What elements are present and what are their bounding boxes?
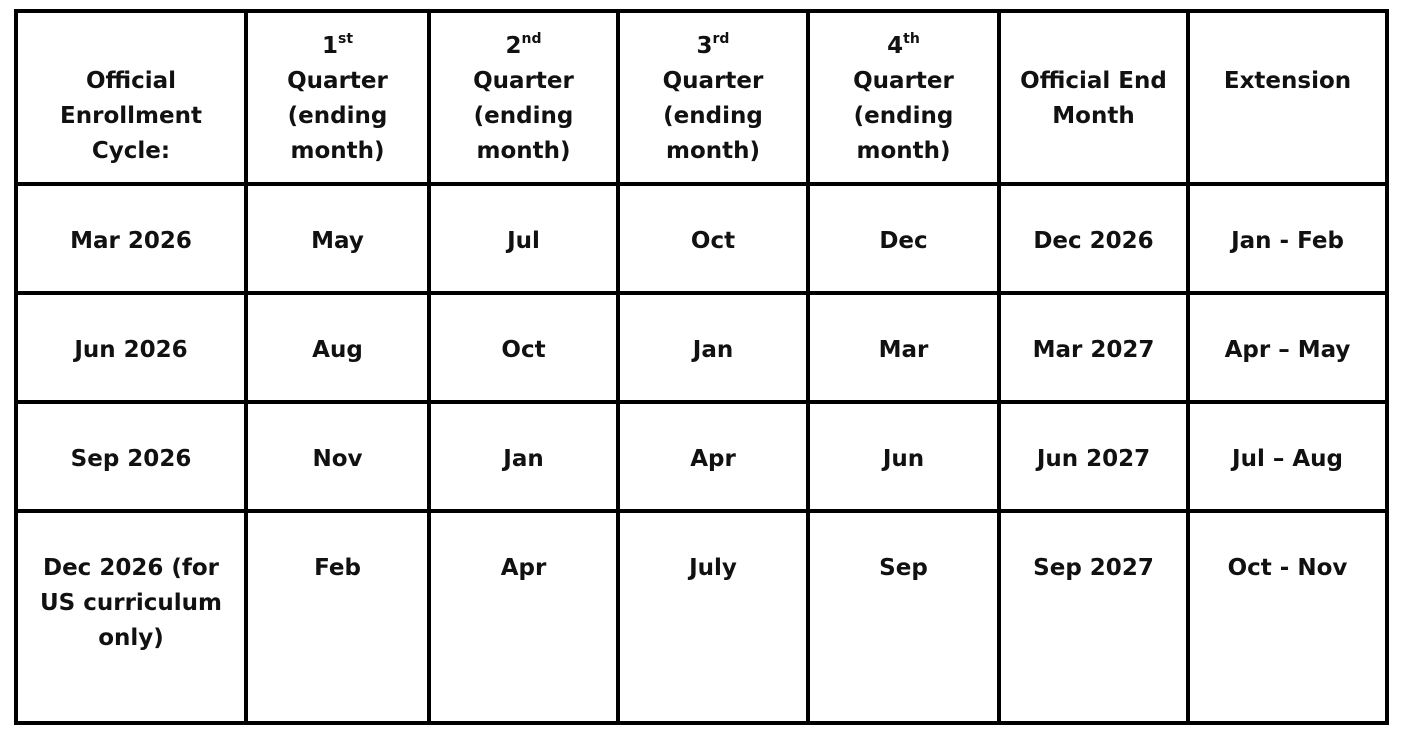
header-q2: 2nd Quarter (ending month) [427, 9, 620, 186]
header-row: Official Enrollment Cycle: 1st Quarter (e… [14, 9, 1389, 186]
cell-enrollment-cycle: Jun 2026 [14, 291, 248, 404]
cell-official-end-month: Jun 2027 [997, 400, 1190, 513]
cell-q4: Sep [806, 509, 1001, 725]
cell-extension: Jul – Aug [1186, 400, 1389, 513]
cell-extension: Oct - Nov [1186, 509, 1389, 725]
cell-q1: Nov [244, 400, 431, 513]
header-label: Extension [1223, 68, 1352, 94]
header-label: Official Enrollment Cycle: [60, 68, 202, 164]
cell-q2: Jan [427, 400, 620, 513]
cell-extension: Apr – May [1186, 291, 1389, 404]
ordinal: 4 [887, 33, 904, 59]
header-q4: 4th Quarter (ending month) [806, 9, 1001, 186]
cell-q2: Apr [427, 509, 620, 725]
cell-q3: Apr [616, 400, 810, 513]
cell-q3: July [616, 509, 810, 725]
cell-q4: Dec [806, 182, 1001, 295]
cell-q4: Jun [806, 400, 1001, 513]
cell-q3: Oct [616, 182, 810, 295]
header-label: Quarter (ending month) [853, 68, 954, 164]
cell-q2: Jul [427, 182, 620, 295]
ordinal: 3 [696, 33, 713, 59]
header-label: Quarter (ending month) [287, 68, 388, 164]
header-label: Quarter (ending month) [473, 68, 574, 164]
ordinal-suffix: st [337, 31, 354, 47]
ordinal-suffix: rd [712, 31, 730, 47]
table-row: Mar 2026 May Jul Oct Dec Dec 2026 Jan - Feb [14, 182, 1389, 295]
ordinal: 2 [505, 33, 522, 59]
header-q1: 1st Quarter (ending month) [244, 9, 431, 186]
cell-q1: Aug [244, 291, 431, 404]
table-row: Jun 2026 Aug Oct Jan Mar Mar 2027 Apr – May [14, 291, 1389, 404]
header-label: Quarter (ending month) [662, 68, 764, 164]
header-enrollment-cycle: Official Enrollment Cycle: [14, 9, 248, 186]
cell-official-end-month: Mar 2027 [997, 291, 1190, 404]
cell-q1: Feb [244, 509, 431, 725]
header-official-end-month: Official End Month [997, 9, 1190, 186]
enrollment-schedule-table: Official Enrollment Cycle: 1st Quarter (e… [14, 9, 1389, 725]
cell-q3: Jan [616, 291, 810, 404]
table-row: Dec 2026 (for US curriculum only) Feb Apr J… [14, 509, 1389, 725]
cell-enrollment-cycle: Mar 2026 [14, 182, 248, 295]
cell-enrollment-cycle: Sep 2026 [14, 400, 248, 513]
cell-q1: May [244, 182, 431, 295]
ordinal-suffix: th [903, 31, 920, 47]
cell-q4: Mar [806, 291, 1001, 404]
cell-q2: Oct [427, 291, 620, 404]
ordinal-suffix: nd [521, 31, 542, 47]
header-extension: Extension [1186, 9, 1389, 186]
ordinal: 1 [321, 33, 338, 59]
header-q3: 3rd Quarter (ending month) [616, 9, 810, 186]
cell-enrollment-cycle: Dec 2026 (for US curriculum only) [14, 509, 248, 725]
cell-official-end-month: Dec 2026 [997, 182, 1190, 295]
table-row: Sep 2026 Nov Jan Apr Jun Jun 2027 Jul – Aug [14, 400, 1389, 513]
cell-extension: Jan - Feb [1186, 182, 1389, 295]
cell-official-end-month: Sep 2027 [997, 509, 1190, 725]
header-label: Official End Month [1020, 68, 1167, 129]
